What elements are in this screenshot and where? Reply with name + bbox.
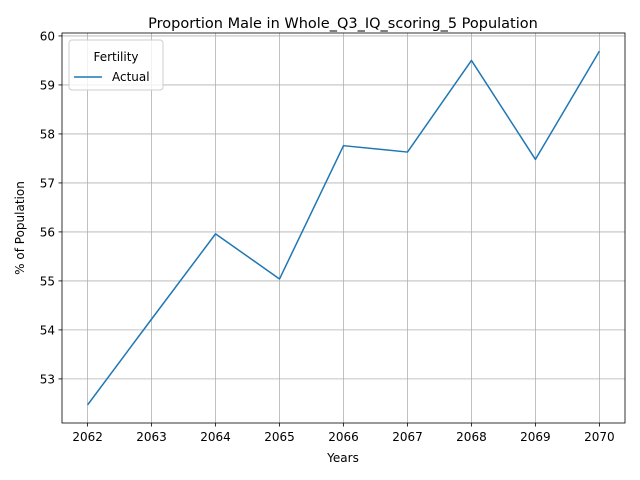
chart-title: Proportion Male in Whole_Q3_IQ_scoring_5… xyxy=(148,16,538,32)
x-axis-ticks: 2062 2063 2064 2065 2066 2067 2068 2069 2070 xyxy=(72,423,615,444)
series-layer xyxy=(86,50,601,406)
x-axis-label: Years xyxy=(326,451,359,465)
legend: Fertility Actual xyxy=(68,39,164,91)
x-tick-label: 2065 xyxy=(264,430,295,444)
x-tick-label: 2068 xyxy=(456,430,487,444)
x-tick-label: 2064 xyxy=(200,430,231,444)
y-tick-label: 59 xyxy=(40,78,55,92)
legend-title: Fertility xyxy=(93,50,138,64)
y-tick-label: 54 xyxy=(40,323,55,337)
x-tick-label: 2066 xyxy=(328,430,359,444)
x-tick-label: 2070 xyxy=(584,430,615,444)
y-tick-label: 57 xyxy=(40,176,55,190)
y-tick-label: 60 xyxy=(40,29,55,43)
grid xyxy=(62,33,625,423)
y-tick-label: 58 xyxy=(40,127,55,141)
legend-entry-actual: Actual xyxy=(112,70,150,84)
y-axis-ticks: 53 54 55 56 57 58 59 60 xyxy=(40,29,62,386)
y-tick-label: 53 xyxy=(40,372,55,386)
y-tick-label: 56 xyxy=(40,225,55,239)
x-tick-label: 2062 xyxy=(72,430,103,444)
y-axis-label: % of Population xyxy=(13,181,27,275)
x-tick-label: 2067 xyxy=(392,430,423,444)
x-tick-label: 2069 xyxy=(520,430,551,444)
y-tick-label: 55 xyxy=(40,274,55,288)
x-tick-label: 2063 xyxy=(136,430,167,444)
